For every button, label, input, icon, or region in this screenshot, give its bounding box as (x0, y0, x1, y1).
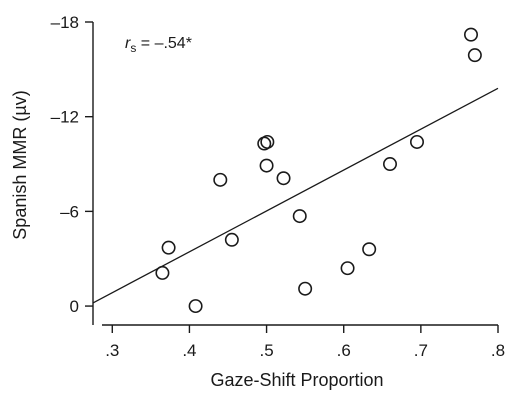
data-point (213, 172, 228, 187)
data-point (298, 281, 313, 296)
data-point (362, 242, 377, 257)
x-tick-label: .8 (491, 341, 505, 360)
data-point (161, 240, 176, 255)
y-tick-label: –6 (60, 202, 79, 221)
data-point (224, 232, 239, 247)
data-point (155, 265, 170, 280)
data-point (259, 158, 274, 173)
regression-line (92, 87, 499, 304)
x-tick-label: .7 (414, 341, 428, 360)
annotation-value: = –.54* (136, 35, 192, 52)
regression-line-group (92, 87, 499, 304)
data-points (155, 27, 482, 314)
data-point (188, 299, 203, 314)
data-point (463, 27, 478, 42)
data-point (467, 48, 482, 63)
data-point (409, 134, 424, 149)
y-tick-label: 0 (70, 297, 79, 316)
data-point (260, 134, 275, 149)
y-tick-label: –18 (51, 13, 79, 32)
axes (92, 22, 498, 326)
x-tick-label: .6 (337, 341, 351, 360)
y-tick-label: –12 (51, 108, 79, 127)
x-tick-label: .3 (105, 341, 119, 360)
annotation-subscript: s (130, 41, 136, 55)
data-point (276, 171, 291, 186)
x-tick-label: .4 (182, 341, 196, 360)
y-axis-label: Spanish MMR (µv) (10, 90, 30, 239)
x-tick-label: .5 (259, 341, 273, 360)
data-point (382, 157, 397, 172)
correlation-annotation: rs = –.54* (125, 35, 192, 55)
y-ticks: 0 –6 –12 –18 (51, 13, 93, 316)
annotation-symbol: r (125, 35, 131, 52)
data-point (340, 261, 355, 276)
x-axis-label: Gaze-Shift Proportion (210, 370, 383, 390)
data-point (292, 209, 307, 224)
x-ticks: .3 .4 .5 .6 .7 .8 (105, 325, 505, 360)
